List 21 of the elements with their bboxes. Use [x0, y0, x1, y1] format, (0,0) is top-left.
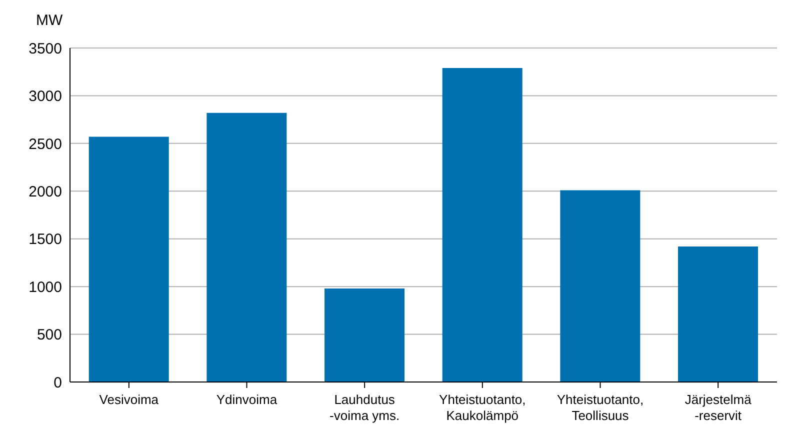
x-tick-label: Yhteistuotanto, Teollisuus: [556, 392, 644, 423]
y-tick-label: 3000: [28, 88, 62, 106]
bar: [88, 136, 169, 382]
x-tick-label: Ydinvoima: [216, 392, 278, 407]
bar: [324, 288, 405, 382]
y-tick-label: 2000: [28, 183, 62, 200]
bar: [560, 190, 640, 382]
y-tick-label: 500: [36, 326, 62, 344]
y-tick-label: 2500: [28, 136, 62, 153]
y-tick-label: 1000: [28, 278, 62, 296]
bar: [678, 246, 758, 382]
bar: [442, 68, 522, 382]
y-tick-label: 3500: [28, 40, 62, 58]
y-tick-label: 1500: [28, 231, 62, 248]
bar: [206, 112, 287, 382]
x-tick-label: Järjestelmä -reservit: [684, 392, 752, 423]
x-tick-label: Vesivoima: [99, 392, 160, 407]
y-tick-label: 0: [54, 374, 62, 392]
y-axis-title: MW: [36, 12, 63, 29]
x-tick-label: Lauhdutus -voima yms.: [330, 392, 400, 423]
x-tick-label: Yhteistuotanto, Kaukolämpö: [439, 392, 526, 423]
